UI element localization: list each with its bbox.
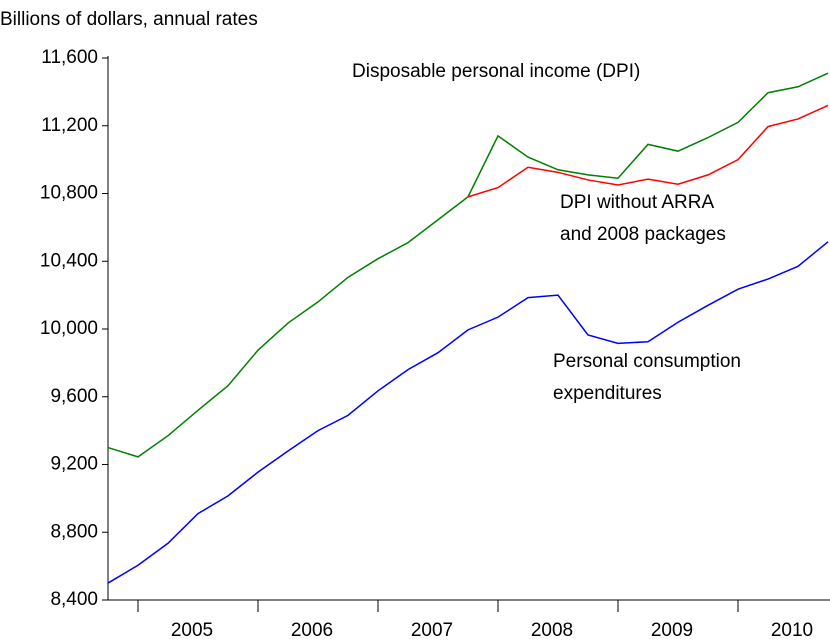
- y-tick-label: 11,200: [41, 115, 98, 136]
- annotation: and 2008 packages: [560, 224, 726, 245]
- series-line: [107, 241, 829, 584]
- annotation: expenditures: [553, 383, 662, 404]
- series-line: [107, 72, 829, 458]
- x-tick-label: 2007: [411, 620, 453, 641]
- y-tick-label: 8,400: [50, 589, 98, 610]
- x-tick-label: 2005: [171, 620, 213, 641]
- x-tick-label: 2010: [771, 620, 813, 641]
- x-tick-label: 2009: [651, 620, 693, 641]
- y-tick-label: 10,000: [40, 318, 98, 339]
- y-tick-label: 10,400: [40, 250, 98, 271]
- x-tick-label: 2006: [291, 620, 333, 641]
- y-tick-label: 11,600: [41, 47, 98, 68]
- y-tick-label: 10,800: [40, 183, 98, 204]
- annotation: Disposable personal income (DPI): [352, 61, 640, 82]
- y-tick-label: 9,200: [50, 454, 98, 475]
- subtitle: Billions of dollars, annual rates: [0, 9, 258, 30]
- x-tick-label: 2008: [531, 620, 573, 641]
- annotation: Personal consumption: [553, 351, 741, 372]
- series-line: [467, 104, 829, 198]
- y-tick-label: 9,600: [50, 386, 98, 407]
- y-tick-label: 8,800: [50, 521, 98, 542]
- annotation: DPI without ARRA: [560, 192, 714, 213]
